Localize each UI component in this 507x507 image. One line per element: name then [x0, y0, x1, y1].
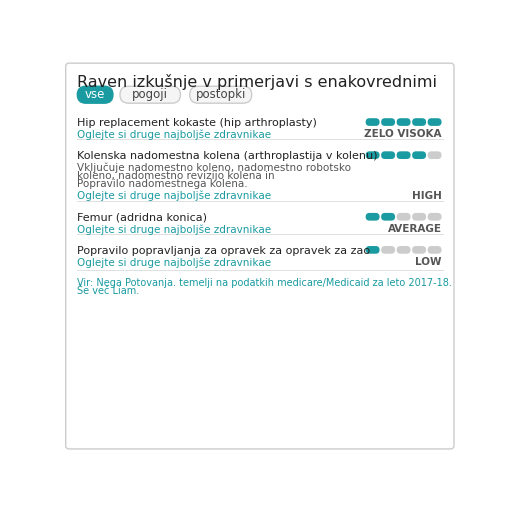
- FancyBboxPatch shape: [427, 118, 442, 126]
- Text: LOW: LOW: [415, 257, 442, 267]
- FancyBboxPatch shape: [412, 151, 426, 159]
- Text: koleno, nadomestno revizijo kolena in: koleno, nadomestno revizijo kolena in: [78, 171, 275, 181]
- FancyBboxPatch shape: [381, 246, 395, 254]
- Text: Popravilo nadomestnega kolena.: Popravilo nadomestnega kolena.: [78, 179, 248, 190]
- Text: Oglejte si druge najboljše zdravnikae: Oglejte si druge najboljše zdravnikae: [78, 257, 271, 268]
- FancyBboxPatch shape: [366, 118, 380, 126]
- Text: AVERAGE: AVERAGE: [387, 224, 442, 234]
- FancyBboxPatch shape: [412, 246, 426, 254]
- FancyBboxPatch shape: [427, 213, 442, 221]
- FancyBboxPatch shape: [396, 151, 411, 159]
- Text: Vir: Nega Potovanja. temelji na podatkih medicare/Medicaid za leto 2017-18.: Vir: Nega Potovanja. temelji na podatkih…: [78, 278, 452, 288]
- Text: Vključuje nadomestno koleno, nadomestno robotsko: Vključuje nadomestno koleno, nadomestno …: [78, 162, 351, 173]
- FancyBboxPatch shape: [381, 213, 395, 221]
- FancyBboxPatch shape: [366, 151, 380, 159]
- FancyBboxPatch shape: [366, 213, 380, 221]
- FancyBboxPatch shape: [381, 118, 395, 126]
- FancyBboxPatch shape: [66, 63, 454, 449]
- FancyBboxPatch shape: [78, 86, 113, 103]
- Text: Oglejte si druge najboljše zdravnikae: Oglejte si druge najboljše zdravnikae: [78, 129, 271, 140]
- Text: vse: vse: [85, 88, 105, 101]
- FancyBboxPatch shape: [427, 151, 442, 159]
- Text: Popravilo popravljanja za opravek za opravek za zao: Popravilo popravljanja za opravek za opr…: [78, 245, 371, 256]
- FancyBboxPatch shape: [412, 118, 426, 126]
- FancyBboxPatch shape: [396, 213, 411, 221]
- FancyBboxPatch shape: [381, 151, 395, 159]
- FancyBboxPatch shape: [396, 118, 411, 126]
- FancyBboxPatch shape: [427, 246, 442, 254]
- FancyBboxPatch shape: [366, 246, 380, 254]
- Text: Oglejte si druge najboljše zdravnikae: Oglejte si druge najboljše zdravnikae: [78, 224, 271, 235]
- FancyBboxPatch shape: [412, 213, 426, 221]
- FancyBboxPatch shape: [120, 86, 180, 103]
- Text: Raven izkušnje v primerjavi s enakovrednimi: Raven izkušnje v primerjavi s enakovredn…: [78, 74, 438, 90]
- Text: Femur (adridna konica): Femur (adridna konica): [78, 212, 207, 223]
- FancyBboxPatch shape: [190, 86, 251, 103]
- Text: ZELO VISOKA: ZELO VISOKA: [364, 129, 442, 139]
- Text: postopki: postopki: [196, 88, 246, 101]
- Text: Še več Liam.: Še več Liam.: [78, 286, 139, 297]
- Text: Kolenska nadomestna kolena (arthroplastija v kolenu): Kolenska nadomestna kolena (arthroplasti…: [78, 151, 378, 161]
- Text: HIGH: HIGH: [412, 191, 442, 201]
- FancyBboxPatch shape: [396, 246, 411, 254]
- Text: Hip replacement kokaste (hip arthroplasty): Hip replacement kokaste (hip arthroplast…: [78, 118, 317, 128]
- Text: pogoji: pogoji: [132, 88, 168, 101]
- Text: Oglejte si druge najboljše zdravnikae: Oglejte si druge najboljše zdravnikae: [78, 191, 271, 201]
